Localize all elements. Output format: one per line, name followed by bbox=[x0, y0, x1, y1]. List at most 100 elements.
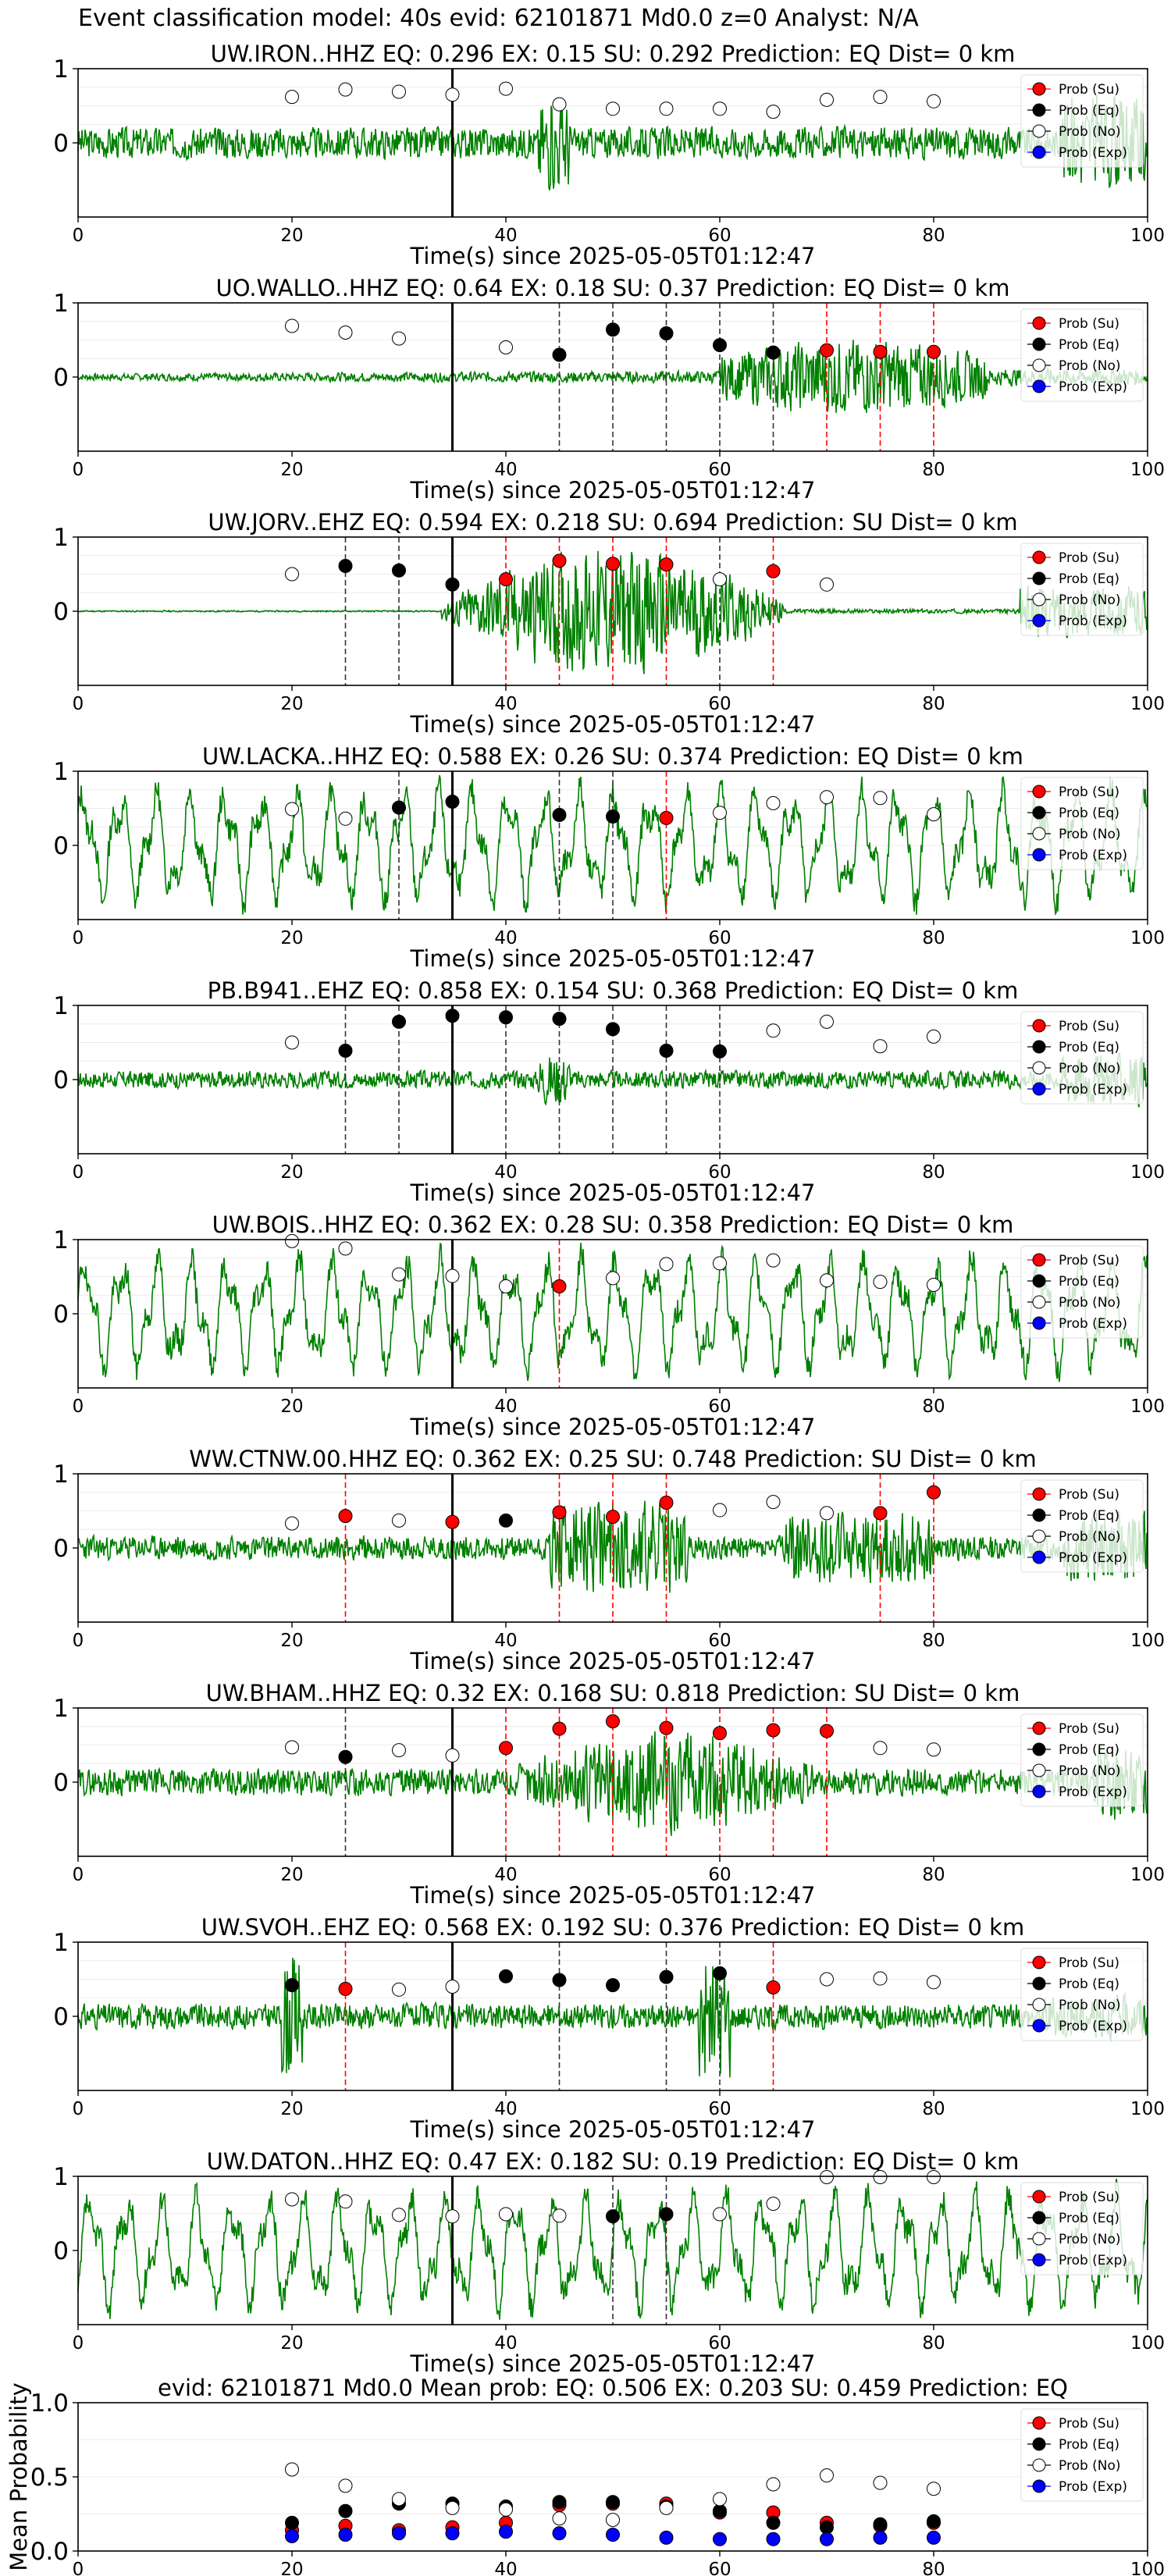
prob-marker-no bbox=[873, 791, 888, 806]
mean-prob-marker-exp bbox=[873, 2530, 888, 2545]
mean-prob-marker-eq bbox=[713, 2503, 727, 2518]
prob-marker-no bbox=[713, 101, 727, 116]
x-tick-label: 60 bbox=[708, 2333, 731, 2354]
x-tick-label: 100 bbox=[1130, 226, 1165, 246]
prob-marker-no bbox=[820, 1972, 834, 1987]
legend-marker-no bbox=[1032, 2232, 1046, 2246]
prob-marker-su bbox=[927, 344, 941, 359]
legend-label: Prob (Su) bbox=[1059, 1955, 1119, 1971]
prob-marker-su bbox=[552, 1505, 567, 1520]
y-tick-label: 1 bbox=[53, 1695, 69, 1723]
legend: Prob (Su) Prob (Eq) Prob (No) Prob (Exp) bbox=[1020, 777, 1144, 870]
panel-3: UW.JORV..EHZ EQ: 0.594 EX: 0.218 SU: 0.6… bbox=[53, 509, 1165, 738]
legend-marker-no bbox=[1032, 124, 1046, 138]
legend-label: Prob (Su) bbox=[1059, 1253, 1119, 1268]
prob-marker-eq bbox=[445, 794, 460, 809]
prob-marker-no bbox=[285, 1740, 299, 1755]
legend-label: Prob (Exp) bbox=[1059, 2019, 1127, 2034]
waveform-trace bbox=[77, 1957, 1148, 2078]
prob-marker-no bbox=[873, 90, 888, 105]
prob-marker-no bbox=[285, 567, 299, 582]
mean-prob-marker-exp bbox=[713, 2532, 727, 2546]
y-tick-label: 0 bbox=[53, 130, 69, 158]
prob-marker-su bbox=[659, 1720, 674, 1735]
x-tick-label: 80 bbox=[922, 1865, 945, 1885]
legend-marker-exp bbox=[1032, 1082, 1046, 1096]
x-tick-label: 20 bbox=[280, 928, 303, 948]
legend-marker-eq bbox=[1032, 2437, 1046, 2451]
x-tick-label: 100 bbox=[1130, 2560, 1165, 2576]
prob-marker-su bbox=[552, 1279, 567, 1293]
legend-marker-eq bbox=[1032, 1040, 1046, 1054]
panel-6: UW.BOIS..HHZ EQ: 0.362 EX: 0.28 SU: 0.35… bbox=[53, 1212, 1165, 1440]
legend-marker-no bbox=[1032, 1061, 1046, 1075]
x-tick-label: 80 bbox=[922, 1631, 945, 1651]
mean-prob-marker-exp bbox=[820, 2532, 834, 2546]
y-tick-label: 1 bbox=[53, 1461, 69, 1489]
legend-label: Prob (No) bbox=[1059, 358, 1121, 374]
legend-label: Prob (No) bbox=[1059, 592, 1121, 608]
prob-marker-no bbox=[873, 1275, 888, 1290]
x-tick-label: 20 bbox=[280, 1865, 303, 1885]
prob-marker-no bbox=[766, 795, 781, 810]
mean-prob-marker-exp bbox=[499, 2524, 513, 2539]
legend-label: Prob (No) bbox=[1059, 124, 1121, 140]
mean-prob-marker-no bbox=[552, 2511, 567, 2526]
prob-marker-su bbox=[659, 810, 674, 825]
waveform-trace bbox=[77, 1051, 1148, 1108]
figure-suptitle: Event classification model: 40s evid: 62… bbox=[78, 5, 919, 32]
panel-2: UO.WALLO..HHZ EQ: 0.64 EX: 0.18 SU: 0.37… bbox=[53, 275, 1165, 503]
prob-marker-su bbox=[713, 1726, 727, 1741]
legend: Prob (Su) Prob (Eq) Prob (No) Prob (Exp) bbox=[1020, 543, 1144, 636]
legend-label: Prob (Eq) bbox=[1059, 1976, 1119, 1992]
mean-prob-marker-eq bbox=[927, 2514, 941, 2528]
y-tick-label: 0.5 bbox=[30, 2464, 69, 2492]
prob-marker-no bbox=[927, 1029, 941, 1044]
prob-marker-no bbox=[713, 1256, 727, 1271]
x-tick-label: 100 bbox=[1130, 1162, 1165, 1183]
legend-marker-su bbox=[1032, 1955, 1046, 1969]
prob-marker-eq bbox=[659, 2207, 674, 2222]
prob-marker-no bbox=[873, 1741, 888, 1756]
prob-marker-su bbox=[606, 557, 620, 571]
prob-marker-eq bbox=[338, 559, 353, 574]
prob-marker-no bbox=[285, 2192, 299, 2207]
legend-marker-eq bbox=[1032, 571, 1046, 585]
legend-box bbox=[1020, 308, 1144, 402]
legend: Prob (Su) Prob (Eq) Prob (No) Prob (Exp) bbox=[1020, 2408, 1144, 2502]
panel-title: UW.IRON..HHZ EQ: 0.296 EX: 0.15 SU: 0.29… bbox=[211, 41, 1016, 67]
legend-marker-no bbox=[1032, 1763, 1046, 1777]
prob-marker-no bbox=[445, 87, 460, 102]
panel-title: UW.SVOH..EHZ EQ: 0.568 EX: 0.192 SU: 0.3… bbox=[201, 1914, 1024, 1941]
y-tick-label: 0 bbox=[53, 832, 69, 860]
x-tick-label: 0 bbox=[73, 1865, 84, 1885]
legend-marker-su bbox=[1032, 550, 1046, 564]
x-axis-label: Time(s) since 2025-05-05T01:12:47 bbox=[410, 1179, 816, 1206]
waveform-trace bbox=[77, 95, 1148, 190]
legend-label: Prob (Exp) bbox=[1059, 379, 1127, 395]
x-tick-label: 20 bbox=[280, 1397, 303, 1417]
legend-marker-exp bbox=[1032, 848, 1046, 862]
mean-prob-marker-eq bbox=[552, 2495, 567, 2510]
prob-marker-eq bbox=[606, 809, 620, 824]
legend-marker-exp bbox=[1032, 2019, 1046, 2033]
mean-prob-marker-exp bbox=[927, 2530, 941, 2545]
prob-marker-eq bbox=[713, 338, 727, 353]
prob-marker-no bbox=[927, 1975, 941, 1990]
panel-4: UW.LACKA..HHZ EQ: 0.588 EX: 0.26 SU: 0.3… bbox=[53, 743, 1165, 972]
x-tick-label: 80 bbox=[922, 2333, 945, 2354]
legend-label: Prob (No) bbox=[1059, 1998, 1121, 2013]
y-tick-label: 0 bbox=[53, 1300, 69, 1329]
panel-11: evid: 62101871 Md0.0 Mean prob: EQ: 0.50… bbox=[5, 2375, 1165, 2576]
mean-prob-marker-eq bbox=[338, 2503, 353, 2518]
x-tick-label: 100 bbox=[1130, 2099, 1165, 2119]
legend-marker-eq bbox=[1032, 1742, 1046, 1756]
mean-prob-marker-exp bbox=[338, 2528, 353, 2542]
x-tick-label: 60 bbox=[708, 1397, 731, 1417]
legend: Prob (Su) Prob (Eq) Prob (No) Prob (Exp) bbox=[1020, 1479, 1144, 1573]
y-tick-label: 0 bbox=[53, 364, 69, 392]
x-axis-label: Time(s) since 2025-05-05T01:12:47 bbox=[410, 2350, 816, 2377]
x-tick-label: 60 bbox=[708, 2099, 731, 2119]
mean-prob-marker-no bbox=[766, 2477, 781, 2492]
prob-marker-no bbox=[445, 1268, 460, 1283]
